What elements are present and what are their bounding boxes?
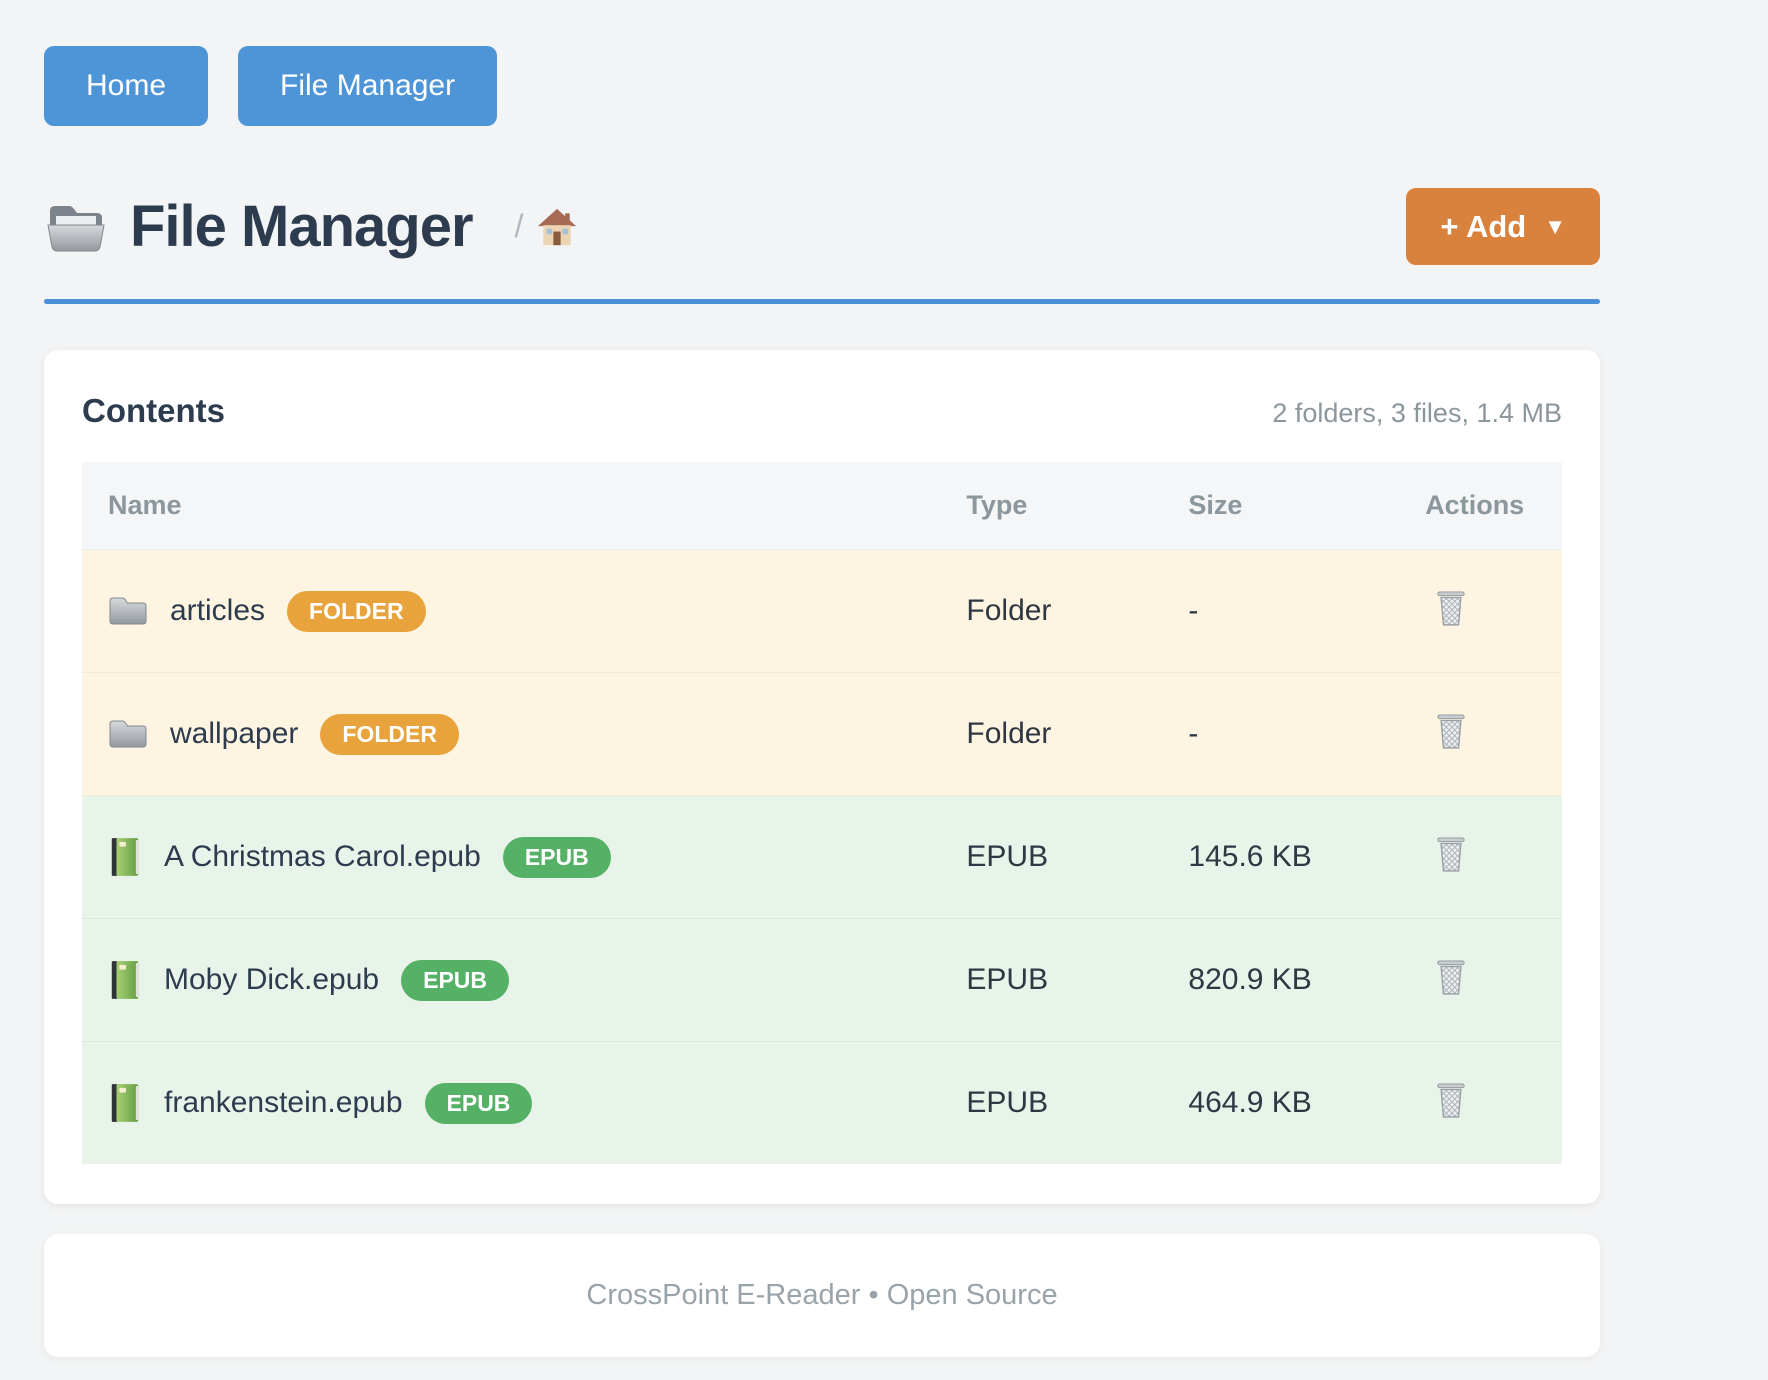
- page-header: File Manager / + Add ▼: [44, 188, 1600, 265]
- table-row: frankenstein.epub EPUB EPUB 464.9 KB: [82, 1041, 1562, 1164]
- wastebasket-icon: [1435, 1079, 1467, 1119]
- column-header-name: Name: [108, 490, 182, 520]
- contents-card-header: Contents 2 folders, 3 files, 1.4 MB: [82, 392, 1562, 430]
- wastebasket-icon: [1435, 587, 1467, 627]
- contents-heading: Contents: [82, 392, 225, 429]
- page: Home File Manager File Manager /: [44, 0, 1600, 1357]
- book-icon: [108, 836, 142, 878]
- entry-name[interactable]: articles: [170, 594, 266, 627]
- nav-bar: Home File Manager: [44, 0, 1600, 126]
- wastebasket-icon: [1435, 956, 1467, 996]
- breadcrumb: /: [515, 207, 578, 247]
- table-header-row: Name Type Size Actions: [82, 462, 1562, 550]
- type-badge: EPUB: [401, 959, 510, 1001]
- entry-type: Folder: [940, 549, 1163, 673]
- breadcrumb-separator: /: [514, 208, 524, 244]
- entry-type: EPUB: [940, 1041, 1163, 1164]
- contents-summary: 2 folders, 3 files, 1.4 MB: [1272, 398, 1562, 428]
- entry-size: 820.9 KB: [1162, 918, 1400, 1042]
- entry-type: EPUB: [940, 918, 1163, 1042]
- entry-type: EPUB: [940, 795, 1163, 919]
- title-group: File Manager /: [44, 193, 577, 260]
- type-badge: EPUB: [424, 1082, 533, 1124]
- page-title: File Manager: [130, 194, 474, 259]
- table-row: A Christmas Carol.epub EPUB EPUB 145.6 K…: [82, 795, 1562, 919]
- open-folder-icon: [44, 199, 108, 255]
- table-row: wallpaper FOLDER Folder -: [82, 672, 1562, 796]
- footer-card: CrossPoint E-Reader • Open Source: [44, 1234, 1600, 1357]
- entry-size: -: [1162, 549, 1400, 673]
- table-row: articles FOLDER Folder -: [82, 549, 1562, 673]
- wastebasket-icon: [1435, 833, 1467, 873]
- table-row: Moby Dick.epub EPUB EPUB 820.9 KB: [82, 918, 1562, 1042]
- entry-name[interactable]: A Christmas Carol.epub: [164, 840, 481, 873]
- contents-table: Name Type Size Actions articles FOLDER F: [82, 462, 1562, 1164]
- nav-button-file-manager[interactable]: File Manager: [238, 46, 498, 126]
- entry-name[interactable]: Moby Dick.epub: [164, 963, 380, 996]
- book-icon: [108, 959, 142, 1001]
- folder-icon: [108, 718, 148, 750]
- contents-card: Contents 2 folders, 3 files, 1.4 MB Name…: [44, 350, 1600, 1204]
- header-divider: [44, 299, 1600, 304]
- folder-icon: [108, 595, 148, 627]
- add-button-label: + Add: [1440, 209, 1527, 244]
- entry-type: Folder: [940, 672, 1163, 796]
- delete-button[interactable]: [1425, 587, 1467, 627]
- delete-button[interactable]: [1425, 833, 1467, 873]
- home-icon[interactable]: [537, 207, 577, 247]
- entry-size: 145.6 KB: [1162, 795, 1400, 919]
- column-header-actions: Actions: [1425, 490, 1525, 520]
- type-badge: EPUB: [502, 836, 611, 878]
- footer-text: CrossPoint E-Reader • Open Source: [586, 1279, 1058, 1311]
- type-badge: FOLDER: [320, 713, 459, 755]
- type-badge: FOLDER: [287, 590, 426, 632]
- entry-size: -: [1162, 672, 1400, 796]
- column-header-type: Type: [966, 490, 1028, 520]
- wastebasket-icon: [1435, 710, 1467, 750]
- caret-down-icon: ▼: [1544, 213, 1566, 239]
- delete-button[interactable]: [1425, 710, 1467, 750]
- column-header-size: Size: [1188, 490, 1243, 520]
- add-button[interactable]: + Add ▼: [1406, 188, 1600, 265]
- delete-button[interactable]: [1425, 956, 1467, 996]
- book-icon: [108, 1082, 142, 1124]
- entry-name[interactable]: frankenstein.epub: [164, 1086, 403, 1119]
- nav-button-home[interactable]: Home: [44, 46, 209, 126]
- entry-name[interactable]: wallpaper: [170, 717, 299, 750]
- entry-size: 464.9 KB: [1162, 1041, 1400, 1164]
- delete-button[interactable]: [1425, 1079, 1467, 1119]
